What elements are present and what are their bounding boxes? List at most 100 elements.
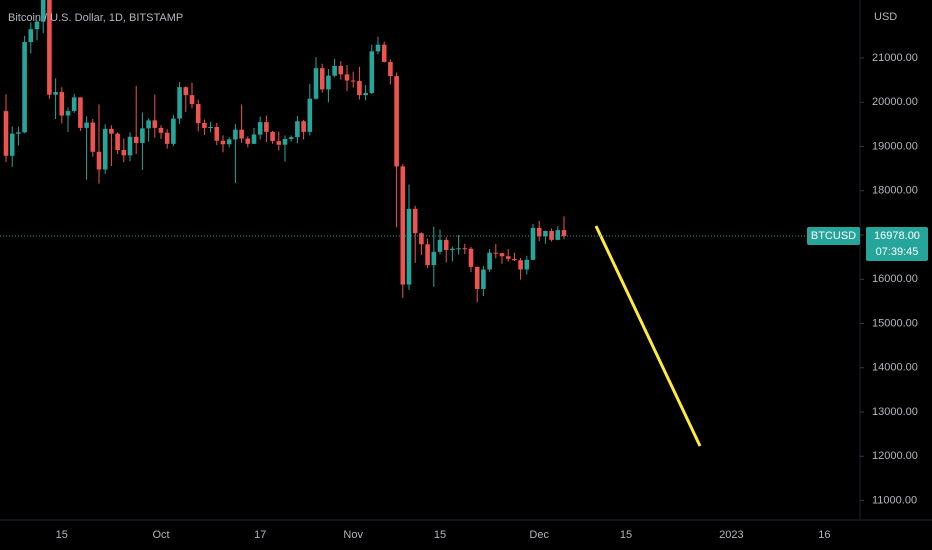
y-tick-label: 13000.00: [872, 406, 918, 418]
candle-body: [78, 97, 83, 128]
candle-body: [468, 248, 474, 267]
candle-body: [344, 74, 350, 81]
candle-body: [474, 266, 480, 289]
axis-unit: USD: [874, 11, 897, 23]
candle-body: [34, 21, 40, 30]
candle-body: [140, 128, 145, 143]
candle-body: [251, 134, 257, 144]
candle-body: [177, 87, 182, 119]
candle-body: [257, 122, 263, 135]
candle-body: [412, 208, 418, 234]
candle-body: [16, 132, 21, 134]
candle-body: [65, 111, 71, 116]
candle-body: [40, 0, 46, 22]
candle-body: [47, 0, 52, 95]
candles: [3, 0, 567, 303]
x-tick-label: 16: [818, 529, 830, 541]
candle-body: [301, 121, 306, 132]
candle-body: [133, 136, 139, 143]
candle-body: [158, 127, 164, 133]
candle-body: [171, 118, 176, 144]
candle-body: [22, 42, 27, 133]
candle-body: [245, 138, 251, 144]
candle-body: [71, 97, 77, 112]
candle-body: [388, 61, 393, 77]
candle-body: [276, 141, 282, 145]
candle-body: [146, 120, 151, 129]
candle-body: [462, 248, 468, 250]
candle-body: [3, 111, 9, 156]
symbol-label: BTCUSD: [811, 230, 856, 242]
x-tick-label: Nov: [343, 529, 363, 541]
y-tick-label: 21000.00: [872, 52, 918, 64]
y-tick-label: 11000.00: [872, 494, 917, 506]
candle-body: [555, 230, 561, 240]
trend-line-drawing: [594, 225, 702, 447]
candle-body: [369, 51, 375, 93]
candle-body: [363, 92, 368, 96]
candle-body: [505, 256, 511, 259]
y-tick-label: 19000.00: [872, 140, 918, 152]
candle-body: [419, 233, 424, 245]
candle-body: [59, 92, 65, 116]
candle-body: [189, 95, 195, 104]
candle-body: [102, 128, 108, 170]
candle-body: [443, 239, 449, 251]
candle-body: [121, 150, 127, 156]
candle-body: [319, 68, 325, 90]
candle-body: [561, 230, 567, 236]
candle-body: [487, 252, 492, 270]
candle-body: [326, 75, 331, 90]
y-tick-label: 14000.00: [872, 362, 918, 374]
candle-body: [400, 166, 406, 285]
candle-body: [350, 80, 356, 82]
candle-body: [220, 140, 226, 145]
candle-body: [9, 133, 15, 156]
candle-body: [375, 44, 381, 52]
symbol-tag: [807, 226, 860, 245]
candle-body: [270, 131, 275, 142]
candle-body: [233, 129, 238, 140]
x-tick-label: 15: [56, 529, 68, 541]
candle-body: [518, 260, 523, 270]
candle-body: [96, 151, 102, 170]
candle-body: [115, 133, 120, 151]
price-label: 16978.00: [874, 230, 920, 242]
candle-body: [437, 239, 443, 252]
candle-body: [84, 122, 89, 128]
x-tick-label: 17: [254, 529, 266, 541]
candle-body: [549, 231, 554, 240]
candle-body: [431, 251, 437, 266]
y-tick-label: 15000.00: [872, 317, 918, 329]
candle-body: [90, 122, 96, 152]
candle-body: [332, 65, 337, 76]
candle-body: [127, 136, 133, 156]
candle-body: [512, 258, 517, 261]
candle-body: [543, 231, 548, 237]
candle-body: [183, 87, 189, 96]
candle-body: [406, 208, 412, 285]
candle-body: [264, 122, 269, 132]
chart-title: Bitcoin / U.S. Dollar, 1D, BITSTAMP: [8, 12, 183, 24]
candle-body: [195, 104, 201, 124]
candle-body: [456, 248, 461, 250]
candle-body: [450, 248, 455, 251]
candle-body: [208, 127, 213, 129]
candle-body: [499, 253, 505, 257]
candle-body: [313, 68, 319, 99]
y-tick-label: 12000.00: [872, 450, 918, 462]
candle-body: [295, 121, 300, 138]
candle-body: [493, 252, 499, 254]
candle-body: [239, 129, 244, 139]
candle-body: [288, 137, 294, 139]
candle-body: [394, 76, 399, 167]
candle-body: [53, 92, 58, 95]
candle-body: [530, 227, 536, 260]
candle-body: [152, 120, 158, 128]
candle-body: [164, 132, 170, 144]
candle-body: [214, 127, 220, 141]
candle-body: [381, 44, 387, 62]
